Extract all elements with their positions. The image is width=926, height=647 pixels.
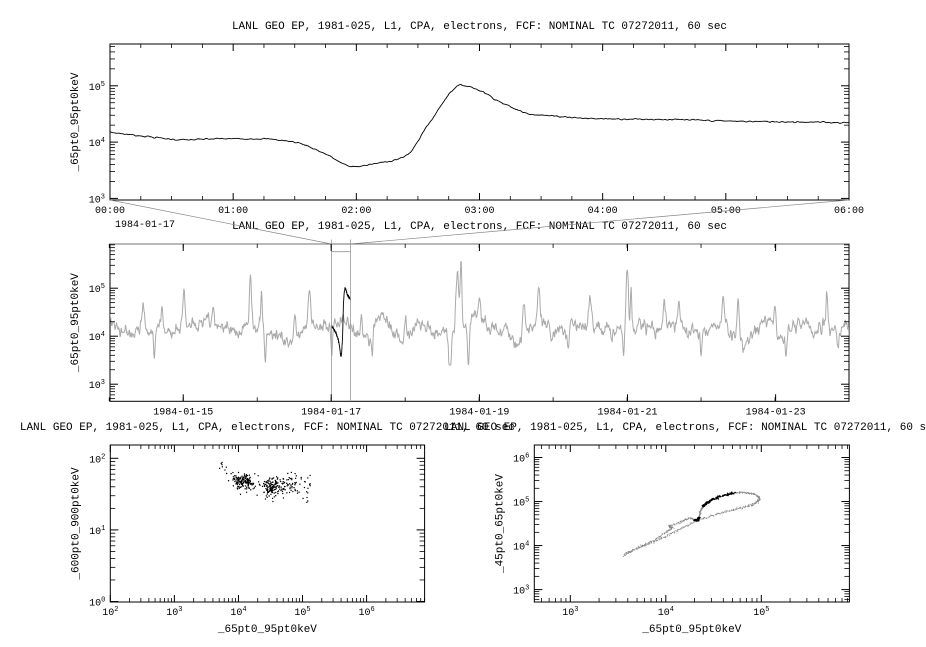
- svg-text:04:00: 04:00: [588, 206, 618, 217]
- svg-text:LANL GEO EP, 1981-025, L1, CPA: LANL GEO EP, 1981-025, L1, CPA, electron…: [20, 422, 515, 434]
- svg-text:_600pt0_900pt0keV: _600pt0_900pt0keV: [70, 467, 82, 581]
- svg-text:06:00: 06:00: [834, 206, 864, 217]
- svg-text:LANL GEO EP, 1981-025, L1, CPA: LANL GEO EP, 1981-025, L1, CPA, electron…: [232, 21, 727, 33]
- svg-text:_65pt0_95pt0keV: _65pt0_95pt0keV: [70, 273, 82, 373]
- svg-text:_65pt0_95pt0keV: _65pt0_95pt0keV: [217, 624, 317, 636]
- svg-text:_65pt0_95pt0keV: _65pt0_95pt0keV: [641, 624, 741, 636]
- svg-text:00:00: 00:00: [95, 206, 125, 217]
- svg-text:01:00: 01:00: [218, 206, 248, 217]
- svg-text:02:00: 02:00: [341, 206, 371, 217]
- svg-text:1984-01-15: 1984-01-15: [153, 407, 213, 418]
- svg-text:_65pt0_95pt0keV: _65pt0_95pt0keV: [70, 72, 82, 172]
- svg-text:03:00: 03:00: [464, 206, 494, 217]
- svg-text:1984-01-17: 1984-01-17: [301, 407, 361, 418]
- svg-text:LANL GEO EP, 1981-025, L1, CPA: LANL GEO EP, 1981-025, L1, CPA, electron…: [232, 221, 727, 233]
- svg-text:1984-01-21: 1984-01-21: [598, 407, 658, 418]
- svg-text:1984-01-17: 1984-01-17: [115, 220, 175, 231]
- svg-text:1984-01-23: 1984-01-23: [746, 407, 806, 418]
- svg-text:1984-01-19: 1984-01-19: [449, 407, 509, 418]
- svg-text:LANL GEO EP, 1981-025, L1, CPA: LANL GEO EP, 1981-025, L1, CPA, electron…: [444, 422, 926, 434]
- svg-text:_45pt0_65pt0keV: _45pt0_65pt0keV: [494, 474, 506, 574]
